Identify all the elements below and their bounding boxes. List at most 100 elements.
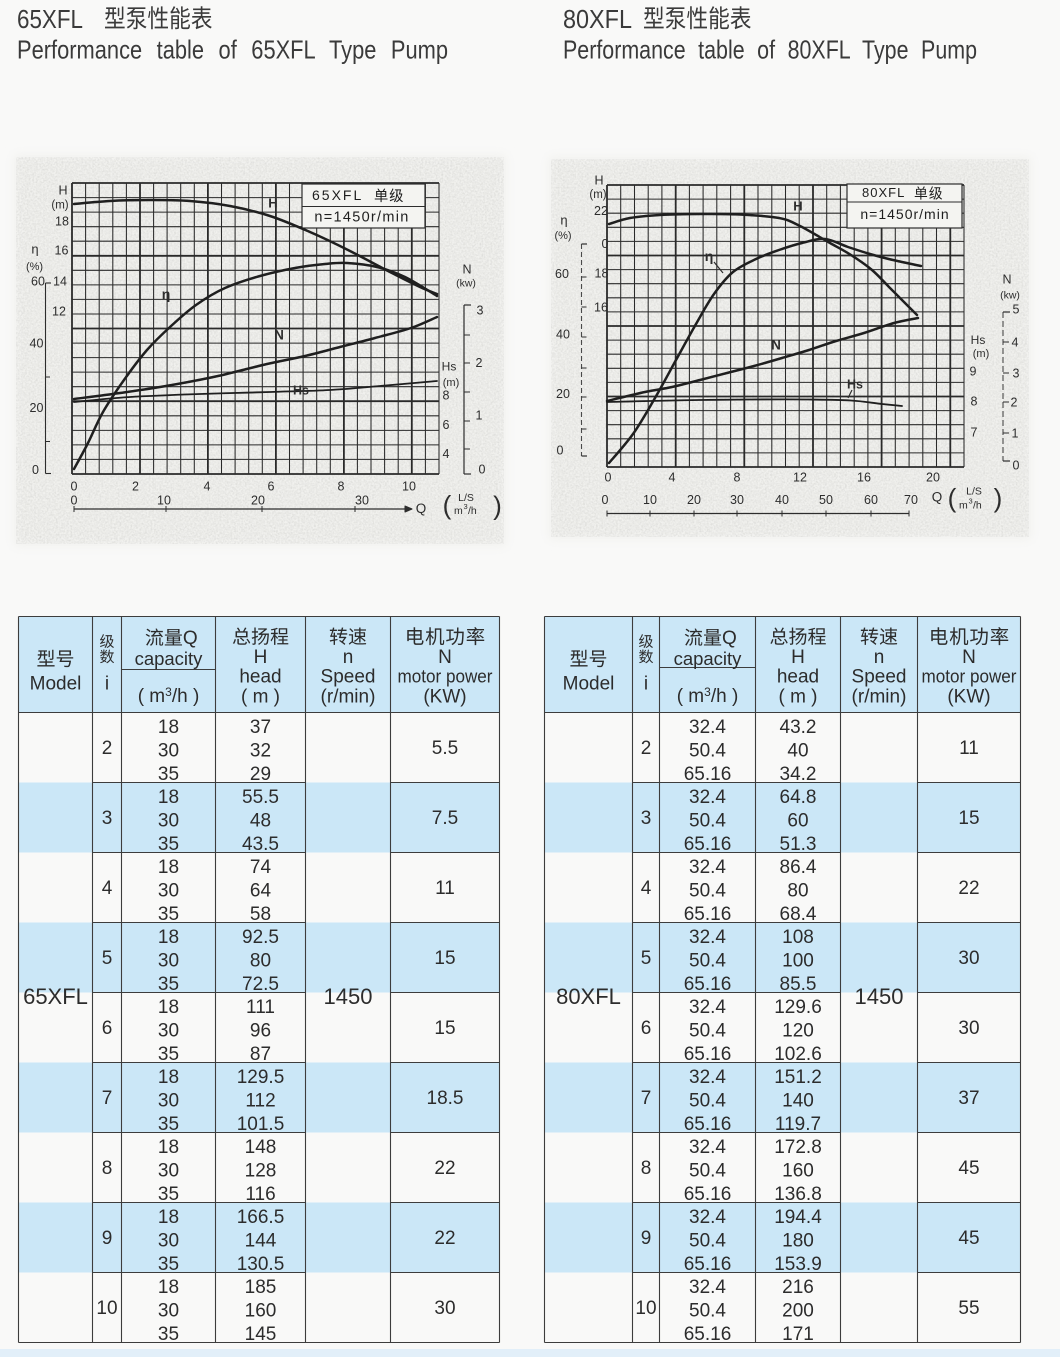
svg-text:capacity: capacity — [674, 648, 743, 669]
svg-text:N: N — [962, 647, 976, 668]
svg-text:100: 100 — [782, 951, 814, 972]
svg-text:20: 20 — [926, 470, 940, 484]
svg-text:60: 60 — [555, 267, 569, 281]
svg-text:35: 35 — [158, 834, 179, 855]
svg-text:(: ( — [948, 483, 957, 513]
svg-text:Hs: Hs — [971, 333, 986, 347]
svg-text:116: 116 — [245, 1184, 275, 1205]
svg-text:H: H — [268, 196, 277, 211]
svg-text:171: 171 — [782, 1324, 814, 1345]
svg-text:65XFL: 65XFL — [17, 4, 83, 34]
svg-text:6: 6 — [102, 1018, 113, 1039]
svg-text:148: 148 — [245, 1137, 277, 1158]
svg-text:0: 0 — [32, 463, 39, 477]
svg-text:101.5: 101.5 — [237, 1114, 285, 1135]
svg-text:18: 18 — [158, 1137, 179, 1158]
svg-text:32.4: 32.4 — [689, 857, 726, 878]
svg-text:4: 4 — [669, 470, 676, 484]
svg-text:58: 58 — [250, 904, 271, 925]
svg-text:Speed: Speed — [852, 667, 907, 688]
svg-text:(%): (%) — [554, 230, 571, 242]
svg-text:22: 22 — [434, 1158, 455, 1179]
svg-text:30: 30 — [434, 1298, 455, 1319]
svg-text:15: 15 — [434, 1018, 455, 1039]
svg-text:Q: Q — [416, 501, 427, 516]
svg-text:80: 80 — [250, 951, 271, 972]
svg-text:2: 2 — [476, 356, 483, 370]
svg-text:200: 200 — [782, 1301, 814, 1322]
svg-text:12: 12 — [52, 304, 66, 318]
svg-text:Speed: Speed — [321, 667, 376, 688]
svg-text:/h: /h — [973, 500, 982, 512]
svg-text:3: 3 — [641, 808, 652, 829]
svg-text:185: 185 — [245, 1277, 277, 1298]
svg-text:40: 40 — [787, 741, 808, 762]
svg-text:65XFL: 65XFL — [312, 187, 363, 203]
svg-text:18: 18 — [158, 1207, 179, 1228]
svg-text:4: 4 — [641, 878, 652, 899]
svg-text:(kw): (kw) — [1000, 290, 1020, 302]
svg-text:0: 0 — [602, 237, 609, 251]
svg-text:12: 12 — [793, 470, 807, 484]
svg-text:): ) — [493, 491, 502, 521]
svg-text:48: 48 — [250, 811, 271, 832]
svg-text:10: 10 — [157, 493, 171, 507]
svg-text:11: 11 — [435, 878, 455, 899]
svg-text:32.4: 32.4 — [689, 1067, 726, 1088]
svg-text:(KW): (KW) — [947, 686, 990, 707]
svg-text:H: H — [58, 183, 67, 197]
svg-text:6: 6 — [443, 418, 450, 432]
svg-text:Q: Q — [722, 628, 737, 649]
svg-text:144: 144 — [245, 1231, 277, 1252]
svg-text:136.8: 136.8 — [774, 1184, 822, 1205]
svg-text:65.16: 65.16 — [684, 1324, 732, 1345]
svg-text:8: 8 — [443, 388, 450, 402]
svg-text:60: 60 — [864, 493, 878, 507]
svg-text:( m ): ( m ) — [778, 686, 817, 707]
svg-text:4: 4 — [102, 878, 113, 899]
svg-text:64: 64 — [250, 881, 272, 902]
svg-text:): ) — [994, 483, 1003, 513]
svg-text:L/S: L/S — [966, 486, 982, 498]
svg-text:10: 10 — [635, 1298, 656, 1319]
svg-text:0: 0 — [605, 470, 612, 484]
svg-text:18: 18 — [55, 214, 69, 228]
svg-text:2: 2 — [641, 738, 652, 759]
svg-text:30: 30 — [958, 948, 979, 969]
svg-text:8: 8 — [734, 470, 741, 484]
svg-text:35: 35 — [158, 1044, 179, 1065]
svg-text:119.7: 119.7 — [775, 1114, 821, 1135]
svg-text:7.5: 7.5 — [432, 808, 458, 829]
svg-text:22: 22 — [958, 878, 979, 899]
svg-text:30: 30 — [158, 1021, 179, 1042]
svg-text:111: 111 — [246, 997, 275, 1018]
svg-text:45: 45 — [958, 1228, 979, 1249]
svg-text:N: N — [771, 338, 781, 353]
svg-text:55.5: 55.5 — [242, 787, 279, 808]
svg-text:30: 30 — [158, 741, 179, 762]
svg-text:head: head — [777, 667, 819, 688]
svg-text:8: 8 — [102, 1158, 113, 1179]
svg-text:65.16: 65.16 — [684, 764, 732, 785]
svg-text:129.5: 129.5 — [237, 1067, 285, 1088]
svg-text:30: 30 — [158, 951, 179, 972]
svg-text:n=1450r/min: n=1450r/min — [860, 206, 949, 222]
svg-text:80XFL: 80XFL — [556, 984, 621, 1009]
svg-text:0: 0 — [557, 443, 564, 457]
svg-text:5.5: 5.5 — [432, 738, 458, 759]
svg-text:N: N — [462, 262, 471, 276]
svg-text:153.9: 153.9 — [774, 1254, 822, 1275]
svg-text:6: 6 — [641, 1018, 652, 1039]
svg-text:151.2: 151.2 — [774, 1067, 822, 1088]
svg-text:m: m — [959, 500, 968, 512]
svg-text:8: 8 — [641, 1158, 652, 1179]
svg-text:( m3/h ): ( m3/h ) — [677, 685, 739, 707]
svg-text:5: 5 — [641, 948, 652, 969]
svg-text:160: 160 — [245, 1301, 277, 1322]
svg-text:50: 50 — [819, 493, 833, 507]
svg-text:37: 37 — [250, 717, 271, 738]
svg-text:6: 6 — [268, 479, 275, 493]
svg-text:30: 30 — [158, 1091, 179, 1112]
svg-text:N: N — [274, 328, 284, 343]
svg-text:i: i — [105, 674, 109, 695]
